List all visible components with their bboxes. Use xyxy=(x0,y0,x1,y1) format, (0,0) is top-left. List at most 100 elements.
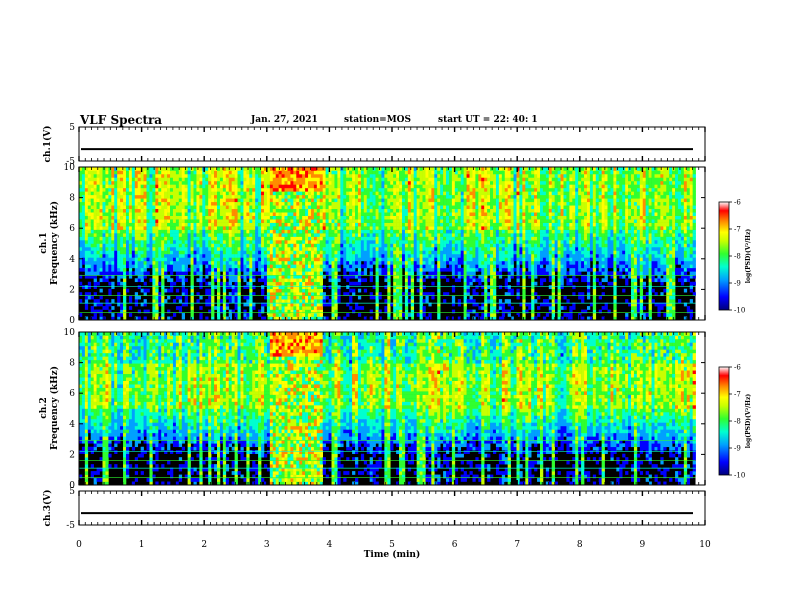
spectrogram-cell xyxy=(399,184,402,188)
spectrogram-cell xyxy=(299,174,302,178)
spectrogram-cell xyxy=(443,247,446,251)
spectrogram-cell xyxy=(428,313,431,317)
spectrogram-cell xyxy=(317,202,320,206)
spectrogram-cell xyxy=(455,209,458,213)
spectrogram-cell xyxy=(185,240,188,244)
spectrogram-cell xyxy=(287,282,290,286)
spectrogram-cell xyxy=(264,209,267,213)
spectrogram-cell xyxy=(164,170,167,174)
spectrogram-cell xyxy=(405,184,408,188)
spectrogram-cell xyxy=(249,226,252,230)
spectrogram-cell xyxy=(420,230,423,234)
spectrogram-cell xyxy=(417,289,420,293)
spectrogram-cell xyxy=(85,191,88,195)
spectrogram-cell xyxy=(425,170,428,174)
spectrogram-cell xyxy=(102,257,105,261)
spectrogram-cell xyxy=(349,254,352,258)
spectrogram-cell xyxy=(226,250,229,254)
spectrogram-cell xyxy=(434,191,437,195)
spectrogram-cell xyxy=(199,278,202,282)
spectrogram-cell xyxy=(446,219,449,223)
spectrogram-cell xyxy=(147,247,150,251)
spectrogram-cell xyxy=(273,282,276,286)
spectrogram-cell xyxy=(270,174,273,178)
spectrogram-cell xyxy=(390,240,393,244)
spectrogram-cell xyxy=(358,264,361,268)
spectrogram-cell xyxy=(428,264,431,268)
spectrogram-cell xyxy=(217,261,220,265)
spectrogram-cell xyxy=(111,167,114,171)
spectrogram-cell xyxy=(102,212,105,216)
spectrogram-cell xyxy=(317,230,320,234)
spectrogram-cell xyxy=(164,264,167,268)
spectrogram-cell xyxy=(311,310,314,314)
spectrogram-cell xyxy=(343,167,346,171)
spectrogram-cell xyxy=(308,202,311,206)
spectrogram-cell xyxy=(332,233,335,237)
spectrogram-cell xyxy=(279,285,282,289)
spectrogram-cell xyxy=(334,254,337,258)
spectrogram-cell xyxy=(337,230,340,234)
spectrogram-cell xyxy=(437,282,440,286)
spectrogram-cell xyxy=(229,219,232,223)
spectrogram-cell xyxy=(320,181,323,185)
spectrogram-cell xyxy=(273,261,276,265)
spectrogram-cell xyxy=(282,230,285,234)
spectrogram-cell xyxy=(411,261,414,265)
spectrogram-cell xyxy=(349,306,352,310)
spectrogram-cell xyxy=(102,233,105,237)
spectrogram-cell xyxy=(155,237,158,241)
spectrogram-cell xyxy=(267,216,270,220)
spectrogram-cell xyxy=(108,209,111,213)
spectrogram-cell xyxy=(376,177,379,181)
spectrogram-cell xyxy=(425,296,428,300)
spectrogram-cell xyxy=(423,198,426,202)
spectrogram-cell xyxy=(188,198,191,202)
spectrogram-cell xyxy=(243,184,246,188)
spectrogram-cell xyxy=(138,261,141,265)
spectrogram-cell xyxy=(144,195,147,199)
spectrogram-cell xyxy=(82,205,85,209)
spectrogram-cell xyxy=(326,205,329,209)
spectrogram-cell xyxy=(161,247,164,251)
spectrogram-cell xyxy=(287,247,290,251)
spectrogram-cell xyxy=(305,216,308,220)
spectrogram-cell xyxy=(100,261,103,265)
spectrogram-cell xyxy=(108,216,111,220)
spectrogram-cell xyxy=(320,230,323,234)
spectrogram-cell xyxy=(179,271,182,275)
spectrogram-cell xyxy=(387,264,390,268)
spectrogram-cell xyxy=(434,223,437,227)
spectrogram-cell xyxy=(120,184,123,188)
spectrogram-cell xyxy=(88,226,91,230)
spectrogram-cell xyxy=(240,247,243,251)
spectrogram-cell xyxy=(314,282,317,286)
spectrogram-cell xyxy=(111,264,114,268)
spectrogram-cell xyxy=(85,254,88,258)
spectrogram-cell xyxy=(167,167,170,171)
spectrogram-cell xyxy=(249,254,252,258)
spectrogram-cell xyxy=(293,209,296,213)
spectrogram-cell xyxy=(138,250,141,254)
spectrogram-cell xyxy=(229,250,232,254)
spectrogram-cell xyxy=(108,170,111,174)
spectrogram-cell xyxy=(152,181,155,185)
spectrogram-cell xyxy=(135,240,138,244)
spectrogram-cell xyxy=(308,268,311,272)
spectrogram-cell xyxy=(111,282,114,286)
spectrogram-cell xyxy=(176,257,179,261)
spectrogram-cell xyxy=(214,264,217,268)
spectrogram-cell xyxy=(117,296,120,300)
spectrogram-cell xyxy=(167,202,170,206)
spectrogram-cell xyxy=(346,198,349,202)
spectrogram-cell xyxy=(208,184,211,188)
spectrogram-cell xyxy=(94,202,97,206)
spectrogram-cell xyxy=(302,177,305,181)
spectrogram-cell xyxy=(361,257,364,261)
spectrogram-cell xyxy=(123,195,126,199)
spectrogram-cell xyxy=(208,188,211,192)
spectrogram-cell xyxy=(417,198,420,202)
spectrogram-cell xyxy=(290,261,293,265)
spectrogram-cell xyxy=(211,271,214,275)
spectrogram-cell xyxy=(282,271,285,275)
